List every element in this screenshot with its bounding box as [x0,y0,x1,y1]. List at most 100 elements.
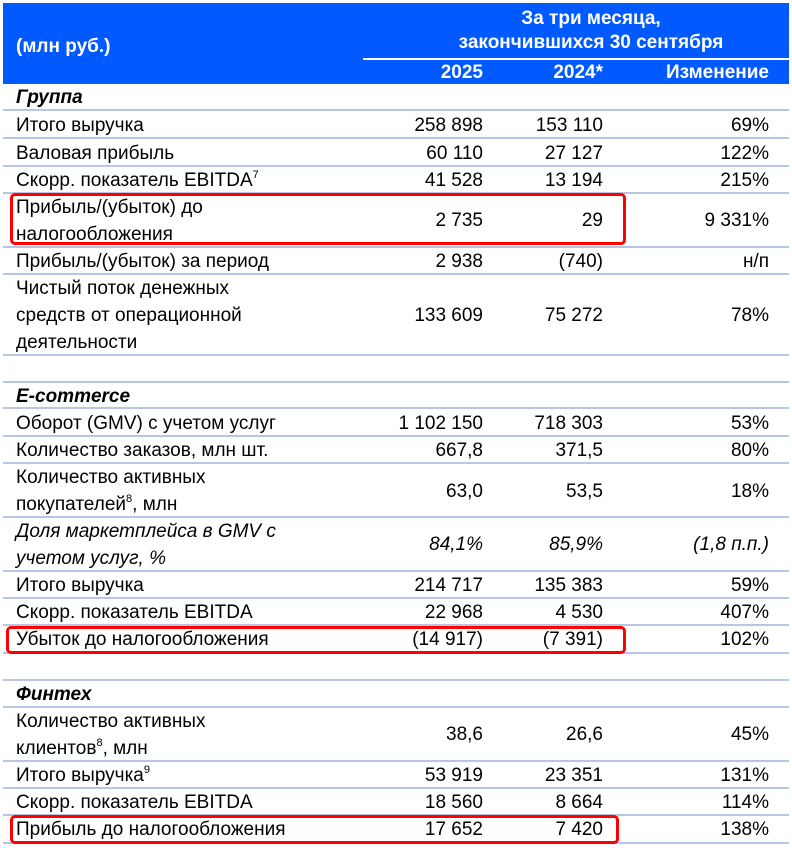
row-label: Количество активных клиентов8, млн [16,708,205,762]
table-row: Скорр. показатель EBITDA 22 968 4 530 40… [3,599,789,626]
value-2024: 27 127 [544,143,603,164]
row-label-line: деятельности [16,332,138,353]
value-change: 45% [730,724,769,745]
value-2025: 1 102 150 [398,413,483,434]
value-2025: 38,6 [446,724,483,745]
value-change: 9 331% [704,210,769,231]
footnote-ref: 7 [252,168,259,181]
value-2025: 53 919 [424,765,483,786]
table-row: Доля маркетплейса в GMV с учетом услуг, … [3,518,789,572]
row-label: Убыток до налогообложения [16,629,269,650]
value-2024: 7 420 [555,819,603,840]
section-header-group: Группа [3,84,789,111]
value-2024: 29 [581,210,603,231]
value-change: н/п [742,251,769,272]
table-row: Итого выручка 214 717 135 383 59% [3,572,789,599]
value-2025: 84,1% [429,534,483,555]
row-label: Итого выручка [16,575,144,596]
value-2024: 85,9% [549,534,603,555]
table-header: (млн руб.) За три месяца, закончившихся … [3,3,789,84]
value-2025: 22 968 [424,602,483,623]
value-2025: 667,8 [435,440,483,461]
value-change: 215% [720,170,769,191]
value-2024: 153 110 [535,115,603,136]
section-title: E-commerce [16,386,131,407]
row-label-line: налогообложения [16,224,173,245]
value-change: 53% [730,413,769,434]
row-label: Скорр. показатель EBITDA [16,792,253,813]
col-header-2024: 2024* [553,62,603,83]
row-label-line: Количество активных [16,467,206,488]
value-2025: 133 609 [414,305,483,326]
value-2024: 718 303 [534,413,603,434]
value-2025: 60 110 [426,143,483,164]
footnote-ref: 9 [143,763,150,776]
footnote-ref: 8 [96,736,103,749]
footnote-ref: 8 [126,492,133,505]
unit-label: (млн руб.) [16,36,111,57]
table-row: Скорр. показатель EBITDA7 41 528 13 194 … [3,167,789,194]
row-label: Скорр. показатель EBITDA7 [16,167,259,194]
value-2024: 135 383 [534,575,603,596]
row-label: Чистый поток денежных средств от операци… [16,275,242,356]
value-2025: 2 735 [435,210,483,231]
row-label: Количество заказов, млн шт. [16,440,269,461]
header-divider [363,58,789,60]
row-label-line: покупателей8, млн [16,491,205,518]
value-2024: 8 664 [555,792,603,813]
row-label: Прибыль/(убыток) до налогообложения [16,194,203,248]
section-title: Финтех [16,684,92,705]
table-row: Чистый поток денежных средств от операци… [3,275,789,356]
spacer-row [3,654,789,681]
row-label-line: клиентов8, млн [16,735,205,762]
value-2024: 371,5 [555,440,603,461]
value-2024: 13 194 [544,170,603,191]
row-label-line: средств от операционной [16,305,242,326]
value-2025: 214 717 [414,575,483,596]
row-label-suffix: , млн [102,738,148,759]
value-change: 131% [720,765,769,786]
value-2024: 75 272 [544,305,603,326]
spacer-row [3,356,789,383]
row-label-text: Скорр. показатель EBITDA [16,170,253,191]
row-label: Валовая прибыль [16,143,175,164]
value-2025: 2 938 [435,251,483,272]
row-label: Скорр. показатель EBITDA [16,602,253,623]
value-2025: 41 528 [424,170,483,191]
period-line-2: закончившихся 30 сентября [458,32,724,53]
col-header-2025: 2025 [440,62,483,83]
row-label-text: клиентов [16,738,97,759]
section-header-fintech: Финтех [3,681,789,708]
value-change: 114% [721,792,769,813]
row-label: Итого выручка9 [16,762,150,789]
table-row: Оборот (GMV) с учетом услуг 1 102 150 71… [3,409,789,437]
table-row: Итого выручка 258 898 153 110 69% [3,111,789,139]
row-label-line: Доля маркетплейса в GMV с [16,521,276,542]
row-label-line: учетом услуг, % [16,548,166,569]
row-label-text: Итого выручка [16,765,144,786]
value-2024: (7 391) [542,629,603,650]
value-2024: 53,5 [566,481,603,502]
section-title: Группа [16,87,83,108]
highlight-box-fintech-pretax [10,815,619,844]
row-label-text: покупателей [16,494,127,515]
value-2024: 4 530 [555,602,603,623]
row-label-line: Чистый поток денежных [16,278,229,299]
table-row: Валовая прибыль 60 110 27 127 122% [3,139,789,167]
value-change: 69% [730,115,769,136]
value-change: 407% [720,602,769,623]
col-header-change: Изменение [665,62,769,83]
row-label: Оборот (GMV) с учетом услуг [16,413,276,434]
table-row: Скорр. показатель EBITDA 18 560 8 664 11… [3,789,789,816]
value-2025: (14 917) [412,629,483,650]
row-label: Прибыль/(убыток) за период [16,251,270,272]
value-2024: 23 351 [544,765,603,786]
section-header-ecommerce: E-commerce [3,383,789,409]
value-2025: 17 652 [424,819,483,840]
highlight-box-ecommerce-pretax [6,626,626,654]
value-change: 102% [720,629,769,650]
row-label-suffix: , млн [132,494,178,515]
value-2025: 258 898 [414,115,483,136]
value-2024: (740) [558,251,603,272]
table-row: Прибыль/(убыток) до налогообложения 2 73… [3,194,789,248]
